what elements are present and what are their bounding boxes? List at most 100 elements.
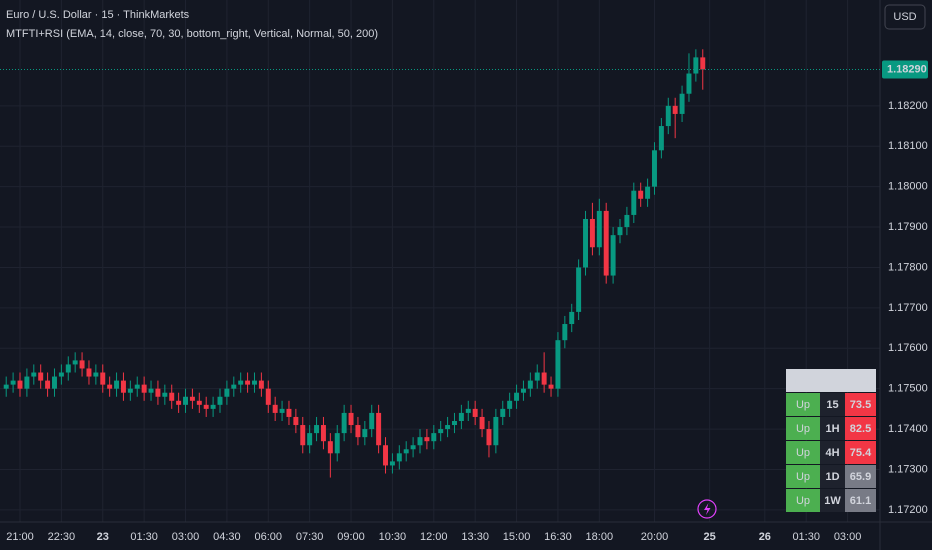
- event-icon-bolt: [704, 503, 711, 515]
- candle-body: [569, 311, 575, 325]
- table-cell-text: 15: [826, 399, 838, 411]
- candle-body: [245, 380, 251, 385]
- candle-body: [486, 429, 492, 446]
- candle-body: [555, 340, 561, 389]
- y-tick-label: 1.17500: [888, 383, 928, 395]
- table-cell: [786, 441, 820, 464]
- table-cell-text: 1D: [825, 471, 839, 483]
- candle-body: [272, 404, 278, 413]
- currency-label[interactable]: USD: [893, 11, 916, 23]
- candle-body: [183, 396, 188, 405]
- candle-body: [286, 408, 292, 417]
- candle-body: [3, 384, 9, 389]
- candle-body: [52, 376, 57, 389]
- candle-body: [548, 384, 554, 389]
- candle-body: [93, 372, 99, 377]
- candle-body: [679, 93, 685, 114]
- x-tick-label: 21:00: [6, 531, 34, 543]
- candle-body: [120, 380, 126, 393]
- candle-body: [458, 412, 464, 421]
- candle-body: [155, 388, 161, 397]
- candle-body: [603, 210, 609, 276]
- y-tick-label: 1.17200: [888, 504, 928, 516]
- candle-body: [134, 384, 140, 389]
- table-cell-text: 61.1: [850, 495, 871, 507]
- candle-body: [369, 412, 375, 430]
- x-tick-label: 01:30: [792, 531, 820, 543]
- y-tick-label: 1.17800: [888, 261, 928, 273]
- candle-body: [258, 380, 264, 389]
- currency-button[interactable]: [884, 4, 926, 30]
- candle-body: [114, 380, 120, 389]
- table-cell-text: 75.4: [850, 447, 872, 459]
- x-tick-label: 09:00: [337, 531, 365, 543]
- candles: [3, 49, 706, 478]
- y-tick-label: 1.18100: [888, 140, 928, 152]
- candle-body: [500, 408, 506, 417]
- candle-body: [514, 392, 520, 401]
- candle-body: [376, 412, 382, 446]
- candle-body: [293, 416, 299, 426]
- grid: [0, 0, 880, 522]
- candle-body: [610, 235, 616, 276]
- axes: 1.17200 1.17300 1.17400 1.17500 1.17600 1.177…: [0, 60, 928, 543]
- candle-body: [279, 408, 285, 413]
- symbol-title: Euro / U.S. Dollar · 15 · ThinkMarkets: [6, 9, 190, 21]
- candle-body: [148, 388, 154, 393]
- candle-body: [452, 420, 457, 426]
- candle-body: [686, 73, 692, 94]
- candle-body: [507, 400, 513, 409]
- candle-body: [624, 214, 630, 228]
- candle-body: [65, 364, 71, 373]
- y-tick-label: 1.18200: [888, 100, 928, 112]
- event-icon[interactable]: [697, 499, 717, 519]
- candle-body: [100, 372, 106, 385]
- x-tick-label: 20:00: [641, 531, 669, 543]
- y-tick-label: 1.17700: [888, 302, 928, 314]
- table-cell: [820, 465, 845, 488]
- table-cell: [820, 441, 845, 464]
- last-price-label: 1.18290: [887, 63, 927, 75]
- candle-body: [334, 433, 340, 454]
- x-tick-label: 01:30: [130, 531, 158, 543]
- table-cell: [845, 489, 876, 512]
- y-tick-label: 1.18000: [888, 181, 928, 193]
- table-cell: [820, 393, 845, 416]
- y-tick-label: 1.17600: [888, 342, 928, 354]
- x-tick-label: 22:30: [48, 531, 76, 543]
- candle-body: [45, 380, 51, 389]
- table-header: Trend: [789, 375, 817, 387]
- candle-body: [107, 384, 113, 389]
- candle-body: [541, 372, 547, 385]
- candle-body: [265, 388, 271, 405]
- candle-body: [10, 380, 16, 385]
- candle-body: [383, 445, 388, 466]
- candle-body: [72, 360, 78, 365]
- candle-body: [210, 404, 216, 409]
- table-cell: [786, 489, 820, 512]
- table-cell-text: 82.5: [850, 423, 871, 435]
- table-cell-text: Up: [796, 423, 810, 435]
- candle-body: [238, 380, 244, 385]
- last-price-tag: [882, 60, 928, 79]
- x-tick-label: 10:30: [379, 531, 407, 543]
- table-cell: [820, 417, 845, 440]
- candle-body: [672, 105, 678, 114]
- candle-body: [403, 449, 409, 454]
- indicator-table: Trend TF RSI Up 15 73.5 Up 1H 82.5 Up 4H 75.4 Up 1D 65…: [786, 369, 876, 512]
- table-header-cell: [845, 369, 876, 392]
- table-cell: [845, 465, 876, 488]
- table-cell: [845, 417, 876, 440]
- table-header: TF: [826, 375, 840, 387]
- candle-body: [700, 57, 706, 70]
- candle-body: [17, 380, 23, 389]
- x-tick-label: 16:30: [544, 531, 572, 543]
- table-cell-text: Up: [796, 495, 810, 507]
- candle-body: [527, 380, 533, 389]
- candle-body: [362, 429, 368, 438]
- candle-body: [396, 453, 402, 462]
- y-tick-label: 1.17400: [888, 423, 928, 435]
- candle-body: [493, 416, 499, 446]
